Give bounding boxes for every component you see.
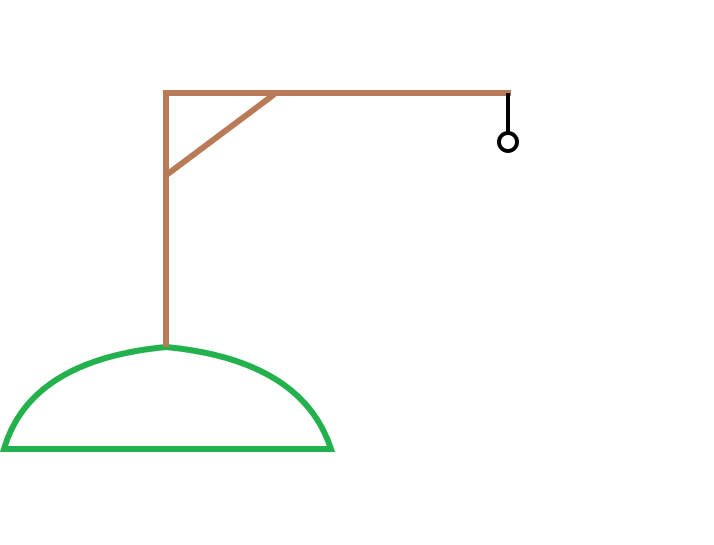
background	[0, 0, 714, 545]
hangman-canvas	[0, 0, 714, 545]
